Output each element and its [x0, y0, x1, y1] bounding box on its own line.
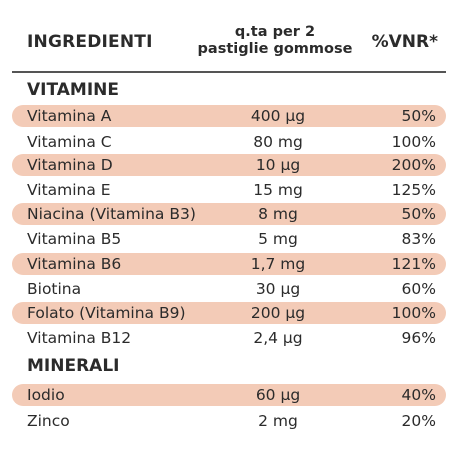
vnr-header: %VNR*: [371, 32, 438, 52]
ingredient-name: Iodio: [27, 386, 65, 404]
ingredient-quantity: 2 mg: [258, 412, 298, 430]
minerals-section-title: MINERALI: [27, 356, 120, 376]
ingredient-vnr: 60%: [401, 280, 436, 298]
quantity-header-line1: q.ta per 2: [234, 24, 316, 40]
ingredient-quantity: 80 mg: [253, 133, 303, 151]
ingredient-quantity: 1,7 mg: [250, 255, 306, 273]
ingredient-quantity: 10 µg: [255, 156, 301, 174]
ingredient-name: Vitamina C: [27, 133, 112, 151]
table-row: Niacina (Vitamina B3) 8 mg 50%: [12, 203, 446, 225]
ingredient-name: Vitamina E: [27, 181, 111, 199]
table-header: INGREDIENTI q.ta per 2 pastiglie gommose…: [0, 24, 458, 70]
ingredient-vnr: 83%: [401, 230, 436, 248]
ingredient-quantity: 2,4 µg: [253, 329, 303, 347]
quantity-header-line2: pastiglie gommose: [197, 41, 353, 57]
ingredient-name: Vitamina B12: [27, 329, 132, 347]
ingredient-name: Folato (Vitamina B9): [27, 304, 186, 322]
table-row: Vitamina E 15 mg 125%: [12, 179, 446, 201]
table-row: Folato (Vitamina B9) 200 µg 100%: [12, 302, 446, 324]
ingredient-quantity: 30 µg: [255, 280, 301, 298]
ingredient-vnr: 200%: [391, 156, 436, 174]
header-divider: [12, 71, 446, 73]
ingredient-vnr: 100%: [391, 133, 436, 151]
ingredient-name: Zinco: [27, 412, 70, 430]
ingredients-header: INGREDIENTI: [27, 32, 153, 52]
ingredient-vnr: 50%: [401, 107, 436, 125]
table-row: Vitamina B12 2,4 µg 96%: [12, 327, 446, 349]
table-row: Biotina 30 µg 60%: [12, 278, 446, 300]
quantity-header: q.ta per 2 pastiglie gommose: [180, 24, 370, 58]
table-row: Vitamina A 400 µg 50%: [12, 105, 446, 127]
vitamins-section-title: VITAMINE: [27, 80, 119, 100]
ingredient-vnr: 121%: [391, 255, 436, 273]
table-row: Iodio 60 µg 40%: [12, 384, 446, 406]
ingredient-quantity: 400 µg: [250, 107, 306, 125]
ingredient-vnr: 50%: [401, 205, 436, 223]
ingredient-vnr: 40%: [401, 386, 436, 404]
ingredient-name: Biotina: [27, 280, 82, 298]
ingredient-quantity: 15 mg: [253, 181, 303, 199]
ingredient-vnr: 96%: [401, 329, 436, 347]
ingredient-name: Vitamina B5: [27, 230, 122, 248]
ingredient-quantity: 200 µg: [250, 304, 306, 322]
table-row: Zinco 2 mg 20%: [12, 410, 446, 432]
ingredient-vnr: 125%: [391, 181, 436, 199]
ingredient-quantity: 8 mg: [258, 205, 298, 223]
ingredient-quantity: 60 µg: [255, 386, 301, 404]
table-row: Vitamina B6 1,7 mg 121%: [12, 253, 446, 275]
ingredient-vnr: 20%: [401, 412, 436, 430]
ingredient-vnr: 100%: [391, 304, 436, 322]
table-row: Vitamina C 80 mg 100%: [12, 131, 446, 153]
ingredient-name: Niacina (Vitamina B3): [27, 205, 196, 223]
ingredient-quantity: 5 mg: [258, 230, 298, 248]
ingredient-name: Vitamina B6: [27, 255, 122, 273]
table-row: Vitamina D 10 µg 200%: [12, 154, 446, 176]
ingredient-name: Vitamina D: [27, 156, 113, 174]
table-row: Vitamina B5 5 mg 83%: [12, 228, 446, 250]
ingredient-name: Vitamina A: [27, 107, 112, 125]
